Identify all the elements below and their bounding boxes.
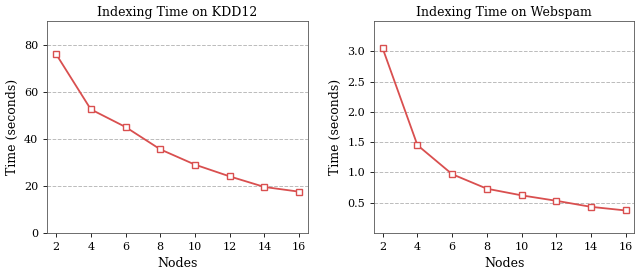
Y-axis label: Time (seconds): Time (seconds) bbox=[329, 79, 342, 175]
Title: Indexing Time on KDD12: Indexing Time on KDD12 bbox=[97, 6, 258, 18]
X-axis label: Nodes: Nodes bbox=[157, 258, 198, 270]
Title: Indexing Time on Webspam: Indexing Time on Webspam bbox=[417, 6, 592, 18]
X-axis label: Nodes: Nodes bbox=[484, 258, 524, 270]
Y-axis label: Time (seconds): Time (seconds) bbox=[6, 79, 19, 175]
